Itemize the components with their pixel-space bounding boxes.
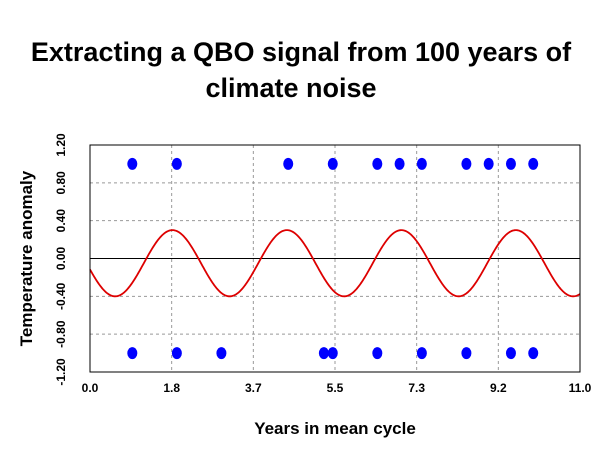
x-tick-label: 1.8: [163, 381, 180, 395]
data-point: [318, 347, 329, 360]
y-tick-labels: 1.20 0.80 0.40 0.00 -0.40 -0.80 -1.20: [54, 133, 68, 386]
series-sinusoid-line: [89, 229, 581, 298]
x-tick-label: 5.5: [327, 381, 344, 395]
x-tick-label: 7.3: [408, 381, 425, 395]
data-point: [127, 347, 138, 360]
data-point: [394, 157, 405, 170]
series-points: [127, 157, 539, 360]
data-point: [372, 347, 383, 360]
data-point: [505, 157, 516, 170]
x-tick-label: 0.0: [82, 381, 99, 395]
data-point: [327, 347, 338, 360]
x-tick-label: 11.0: [569, 381, 592, 395]
data-point: [416, 347, 427, 360]
data-point: [327, 157, 338, 170]
x-axis-label: Years in mean cycle: [254, 419, 416, 438]
y-axis-label: Temperature anomaly: [17, 170, 36, 346]
plot-frame: [89, 144, 581, 373]
chart-title-line-1: Extracting a QBO signal from 100 years o…: [30, 37, 572, 67]
x-tick-label: 9.2: [490, 381, 507, 395]
data-point: [171, 157, 182, 170]
y-tick-label: 1.20: [54, 133, 68, 157]
chart-title-line-2: climate noise: [205, 73, 377, 103]
y-tick-label: -0.40: [54, 282, 68, 310]
data-point: [372, 157, 383, 170]
y-tick-label: 0.00: [54, 246, 68, 270]
y-tick-label: -0.80: [54, 320, 68, 348]
x-tick-label: 3.7: [245, 381, 262, 395]
data-point: [528, 347, 539, 360]
data-point: [127, 157, 138, 170]
data-point: [461, 157, 472, 170]
data-point: [483, 157, 494, 170]
data-point: [171, 347, 182, 360]
x-tick-labels: 0.0 1.8 3.7 5.5 7.3 9.2 11.0: [82, 381, 592, 395]
y-tick-label: -1.20: [54, 358, 68, 386]
y-tick-label: 0.40: [54, 209, 68, 233]
y-tick-label: 0.80: [54, 171, 68, 195]
data-point: [283, 157, 294, 170]
data-point: [216, 347, 227, 360]
data-point: [461, 347, 472, 360]
data-point: [505, 347, 516, 360]
data-point: [528, 157, 539, 170]
data-point: [416, 157, 427, 170]
